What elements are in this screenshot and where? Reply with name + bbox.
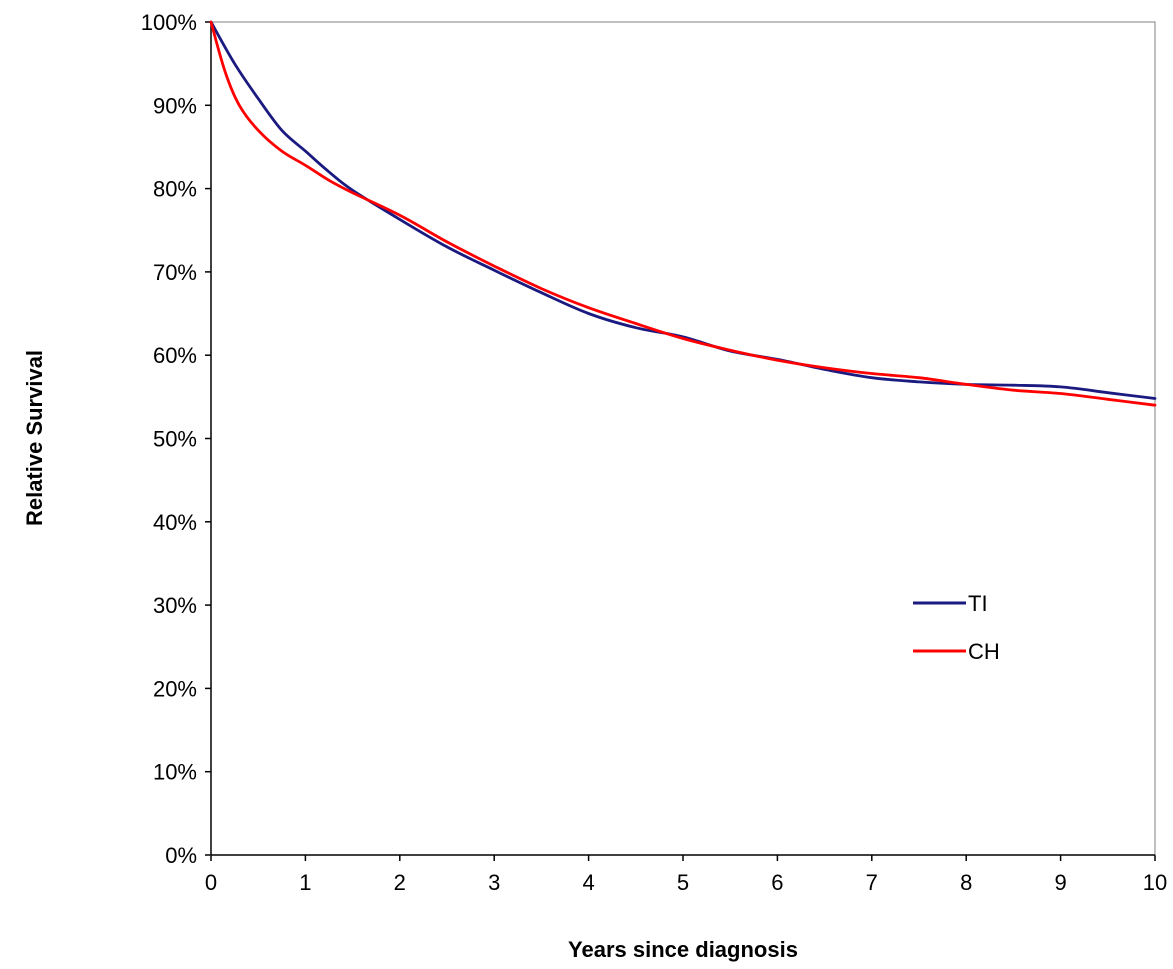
legend-label-ch: CH xyxy=(968,639,1000,664)
y-tick-label: 60% xyxy=(153,343,197,368)
y-tick-label: 10% xyxy=(153,760,197,785)
y-tick-label: 100% xyxy=(141,10,197,35)
x-tick-label: 7 xyxy=(866,870,878,895)
y-axis-title: Relative Survival xyxy=(22,350,47,526)
x-tick-label: 3 xyxy=(488,870,500,895)
x-axis-ticks: 0 1 2 3 4 5 6 7 8 9 10 xyxy=(205,855,1167,895)
y-tick-label: 40% xyxy=(153,510,197,535)
x-tick-label: 2 xyxy=(394,870,406,895)
y-tick-label: 70% xyxy=(153,260,197,285)
x-tick-label: 1 xyxy=(299,870,311,895)
series-lines xyxy=(209,20,1157,407)
x-tick-label: 5 xyxy=(677,870,689,895)
x-tick-label: 9 xyxy=(1054,870,1066,895)
y-tick-label: 0% xyxy=(165,843,197,868)
x-tick-label: 4 xyxy=(582,870,594,895)
y-tick-label: 80% xyxy=(153,177,197,202)
x-tick-label: 8 xyxy=(960,870,972,895)
y-tick-label: 90% xyxy=(153,93,197,118)
x-tick-label: 6 xyxy=(771,870,783,895)
x-tick-label: 0 xyxy=(205,870,217,895)
x-tick-label: 10 xyxy=(1143,870,1167,895)
legend: TI CH xyxy=(913,591,1000,664)
series-line-ti xyxy=(209,20,1157,400)
plot-area xyxy=(210,21,1156,856)
y-axis-ticks: 0% 10% 20% 30% 40% 50% 60% 70% 80% 90% 100% xyxy=(141,10,211,868)
x-axis-title: Years since diagnosis xyxy=(568,937,798,962)
y-tick-label: 50% xyxy=(153,427,197,452)
legend-label-ti: TI xyxy=(968,591,988,616)
series-line-ch xyxy=(209,20,1157,407)
y-tick-label: 20% xyxy=(153,676,197,701)
y-tick-label: 30% xyxy=(153,593,197,618)
